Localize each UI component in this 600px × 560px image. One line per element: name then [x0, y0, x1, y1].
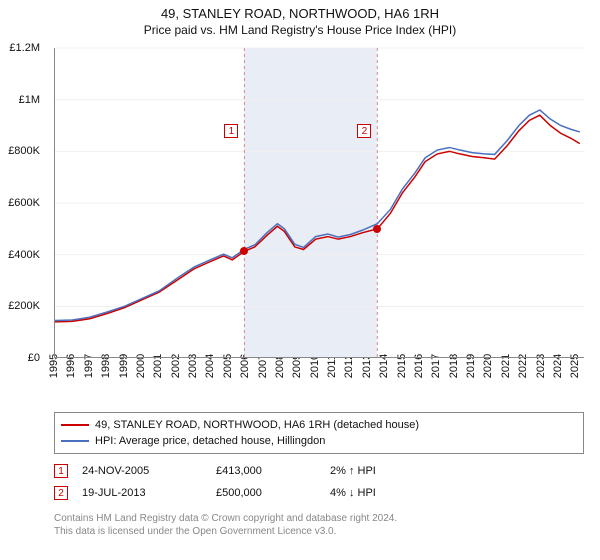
sale-price: £500,000: [216, 487, 316, 499]
sale-dot: [240, 247, 248, 255]
chart-title-block: 49, STANLEY ROAD, NORTHWOOD, HA6 1RH Pri…: [0, 0, 600, 37]
y-tick-label: £1M: [0, 94, 40, 106]
plot-region: 12: [54, 48, 584, 358]
y-tick-label: £800K: [0, 145, 40, 157]
legend-label-property: 49, STANLEY ROAD, NORTHWOOD, HA6 1RH (de…: [95, 417, 419, 433]
sale-delta: 2% ↑ HPI: [330, 465, 440, 477]
chart-area: £0£200K£400K£600K£800K£1M£1.2M 199519961…: [0, 42, 600, 402]
plot-svg: [55, 48, 584, 357]
sales-row: 2 19-JUL-2013 £500,000 4% ↓ HPI: [54, 482, 584, 504]
y-tick-label: £200K: [0, 300, 40, 312]
footer-line1: Contains HM Land Registry data © Crown c…: [54, 512, 584, 525]
sale-dot: [373, 225, 381, 233]
sale-marker-icon: 2: [54, 486, 68, 500]
sale-marker-box: 1: [224, 124, 238, 138]
attribution-footer: Contains HM Land Registry data © Crown c…: [54, 512, 584, 538]
legend-row-property: 49, STANLEY ROAD, NORTHWOOD, HA6 1RH (de…: [61, 417, 577, 433]
sale-marker-icon: 1: [54, 464, 68, 478]
sales-row: 1 24-NOV-2005 £413,000 2% ↑ HPI: [54, 460, 584, 482]
legend-label-hpi: HPI: Average price, detached house, Hill…: [95, 433, 325, 449]
sale-date: 19-JUL-2013: [82, 487, 202, 499]
y-tick-label: £0: [0, 352, 40, 364]
legend-swatch-property: [61, 424, 89, 426]
legend-swatch-hpi: [61, 440, 89, 442]
sale-delta: 4% ↓ HPI: [330, 487, 440, 499]
sale-price: £413,000: [216, 465, 316, 477]
legend-row-hpi: HPI: Average price, detached house, Hill…: [61, 433, 577, 449]
legend: 49, STANLEY ROAD, NORTHWOOD, HA6 1RH (de…: [54, 412, 584, 454]
series-property: [55, 115, 580, 322]
sale-marker-box: 2: [357, 124, 371, 138]
chart-title-subtitle: Price paid vs. HM Land Registry's House …: [0, 23, 600, 37]
y-tick-label: £1.2M: [0, 42, 40, 54]
footer-line2: This data is licensed under the Open Gov…: [54, 525, 584, 538]
y-tick-label: £600K: [0, 197, 40, 209]
sale-date: 24-NOV-2005: [82, 465, 202, 477]
sales-table: 1 24-NOV-2005 £413,000 2% ↑ HPI 2 19-JUL…: [54, 460, 584, 504]
y-tick-label: £400K: [0, 249, 40, 261]
series-hpi: [55, 110, 580, 321]
chart-title-address: 49, STANLEY ROAD, NORTHWOOD, HA6 1RH: [0, 6, 600, 21]
